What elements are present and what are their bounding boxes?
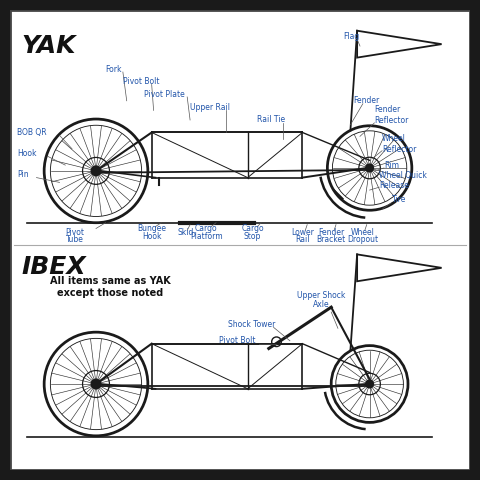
Text: Rail Tie: Rail Tie (257, 116, 286, 124)
Text: BOB QR: BOB QR (17, 128, 47, 137)
Text: Bungee: Bungee (137, 224, 166, 233)
Text: Pivot Bolt: Pivot Bolt (219, 336, 255, 345)
Text: Pin: Pin (17, 170, 29, 179)
Text: Upper Shock: Upper Shock (298, 291, 346, 300)
Text: Cargo: Cargo (241, 224, 264, 233)
Text: Fender
Reflector: Fender Reflector (374, 106, 409, 125)
Circle shape (91, 166, 101, 176)
Text: Fork: Fork (106, 65, 122, 73)
Text: Bracket: Bracket (317, 236, 346, 244)
Text: Wheel: Wheel (351, 228, 375, 237)
Circle shape (272, 337, 281, 347)
Text: Pivot: Pivot (65, 228, 84, 237)
Text: All items same as YAK
except those noted: All items same as YAK except those noted (50, 276, 171, 298)
Text: Cargo: Cargo (195, 224, 218, 233)
Text: Wheel Quick
Release: Wheel Quick Release (379, 171, 427, 190)
Text: Pivot Plate: Pivot Plate (144, 90, 185, 98)
Text: Rail: Rail (295, 236, 310, 244)
Text: Lower: Lower (291, 228, 314, 237)
Text: Flag: Flag (344, 32, 360, 41)
Circle shape (91, 379, 101, 389)
FancyBboxPatch shape (10, 10, 470, 470)
Text: Stop: Stop (244, 232, 261, 240)
Text: Wheel
Reflector: Wheel Reflector (382, 134, 417, 154)
Text: Fender: Fender (353, 96, 380, 105)
Text: Platform: Platform (190, 232, 223, 240)
Text: YAK: YAK (21, 34, 76, 58)
Text: Fender: Fender (318, 228, 344, 237)
Text: Tire: Tire (392, 195, 406, 204)
Text: Dropout: Dropout (348, 236, 378, 244)
Text: Upper Rail: Upper Rail (190, 103, 230, 112)
Text: Tube: Tube (66, 236, 84, 244)
Circle shape (366, 380, 373, 388)
Text: Pivot Bolt: Pivot Bolt (123, 77, 159, 86)
Text: Rim: Rim (384, 161, 399, 169)
Text: Hook: Hook (17, 149, 37, 158)
Text: Skid: Skid (177, 228, 193, 237)
Text: IBEX: IBEX (21, 255, 86, 279)
Text: Hook: Hook (142, 232, 161, 240)
Text: Shock Tower: Shock Tower (228, 320, 276, 329)
Text: Axle: Axle (313, 300, 330, 309)
Circle shape (366, 164, 373, 172)
